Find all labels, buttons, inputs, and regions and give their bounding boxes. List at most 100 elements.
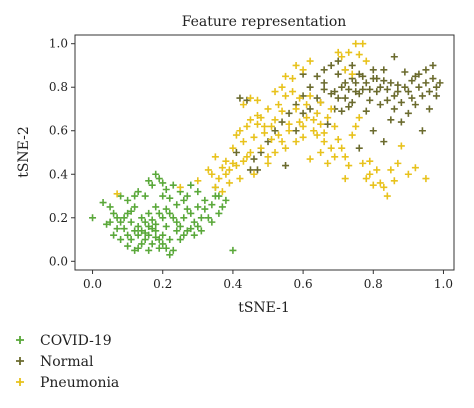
data-point xyxy=(215,192,223,200)
data-point xyxy=(397,142,405,150)
data-point xyxy=(369,127,377,135)
data-point xyxy=(348,70,356,78)
data-point xyxy=(183,227,191,235)
data-point xyxy=(366,96,374,104)
data-point xyxy=(218,188,226,196)
data-point xyxy=(345,162,353,170)
x-tick-label: 0.6 xyxy=(294,277,313,291)
data-point xyxy=(138,240,146,248)
data-point xyxy=(180,231,188,239)
data-point xyxy=(246,166,254,174)
x-tick-label: 0.4 xyxy=(223,277,242,291)
data-point xyxy=(257,114,265,122)
data-point xyxy=(239,101,247,109)
legend-marker xyxy=(16,357,24,365)
data-point xyxy=(169,246,177,254)
plot-frame xyxy=(74,34,455,271)
data-point xyxy=(159,214,167,222)
data-point xyxy=(183,192,191,200)
data-point xyxy=(366,157,374,165)
data-point xyxy=(387,166,395,174)
data-point xyxy=(229,246,237,254)
data-point xyxy=(253,120,261,128)
data-point xyxy=(208,170,216,178)
data-point xyxy=(299,66,307,74)
data-point xyxy=(243,153,251,161)
data-point xyxy=(341,66,349,74)
data-point xyxy=(218,164,226,172)
data-point xyxy=(306,83,314,91)
data-point xyxy=(355,70,363,78)
data-point xyxy=(345,103,353,111)
data-point xyxy=(166,209,174,217)
data-point xyxy=(253,112,261,120)
data-point xyxy=(257,144,265,152)
data-point xyxy=(194,203,202,211)
data-point xyxy=(155,209,163,217)
data-point xyxy=(299,109,307,117)
data-point xyxy=(110,231,118,239)
data-point xyxy=(292,138,300,146)
data-point xyxy=(99,199,107,207)
data-point xyxy=(436,79,444,87)
data-point xyxy=(320,138,328,146)
data-point xyxy=(264,153,272,161)
data-point xyxy=(376,101,384,109)
data-point xyxy=(345,85,353,93)
data-point xyxy=(324,114,332,122)
data-point xyxy=(425,88,433,96)
data-point xyxy=(264,105,272,113)
y-tick-label: 0.0 xyxy=(49,254,68,268)
data-point xyxy=(299,122,307,130)
data-point xyxy=(243,96,251,104)
data-point xyxy=(394,159,402,167)
data-point xyxy=(155,236,163,244)
data-point xyxy=(278,107,286,115)
data-point xyxy=(334,94,342,102)
data-point xyxy=(327,144,335,152)
data-point xyxy=(145,231,153,239)
data-point xyxy=(306,57,314,65)
data-point xyxy=(317,149,325,156)
legend-label: Normal xyxy=(40,354,94,370)
x-tick-label: 0.0 xyxy=(83,277,102,291)
data-point xyxy=(338,144,346,152)
data-point xyxy=(246,116,254,124)
data-point xyxy=(162,222,170,230)
data-point xyxy=(103,220,111,228)
data-point xyxy=(117,192,125,200)
data-point xyxy=(211,183,219,191)
data-point xyxy=(236,127,244,135)
data-point xyxy=(397,118,405,126)
data-point xyxy=(113,190,121,198)
data-point xyxy=(190,231,198,239)
data-point xyxy=(148,240,156,248)
data-point xyxy=(292,127,300,135)
data-point xyxy=(289,75,297,83)
data-point xyxy=(355,144,363,152)
data-point xyxy=(422,175,430,183)
data-point xyxy=(152,170,160,178)
data-point xyxy=(246,94,254,102)
data-point xyxy=(127,207,135,215)
data-point xyxy=(348,61,356,69)
data-point xyxy=(124,196,132,204)
data-point xyxy=(215,209,223,217)
data-point xyxy=(306,105,314,113)
data-point xyxy=(215,175,223,183)
data-point xyxy=(243,122,251,130)
data-point xyxy=(366,170,374,178)
data-point xyxy=(310,127,318,135)
y-tick-label: 0.6 xyxy=(49,124,68,138)
data-point xyxy=(117,236,125,244)
data-point xyxy=(141,218,149,226)
data-point xyxy=(162,205,170,213)
data-point xyxy=(282,72,290,80)
y-axis-label: tSNE-2 xyxy=(16,126,32,178)
data-point xyxy=(418,92,426,100)
data-point xyxy=(394,88,402,96)
data-point xyxy=(352,88,360,96)
data-point xyxy=(334,135,342,143)
data-point xyxy=(176,222,184,230)
data-point xyxy=(432,83,440,91)
